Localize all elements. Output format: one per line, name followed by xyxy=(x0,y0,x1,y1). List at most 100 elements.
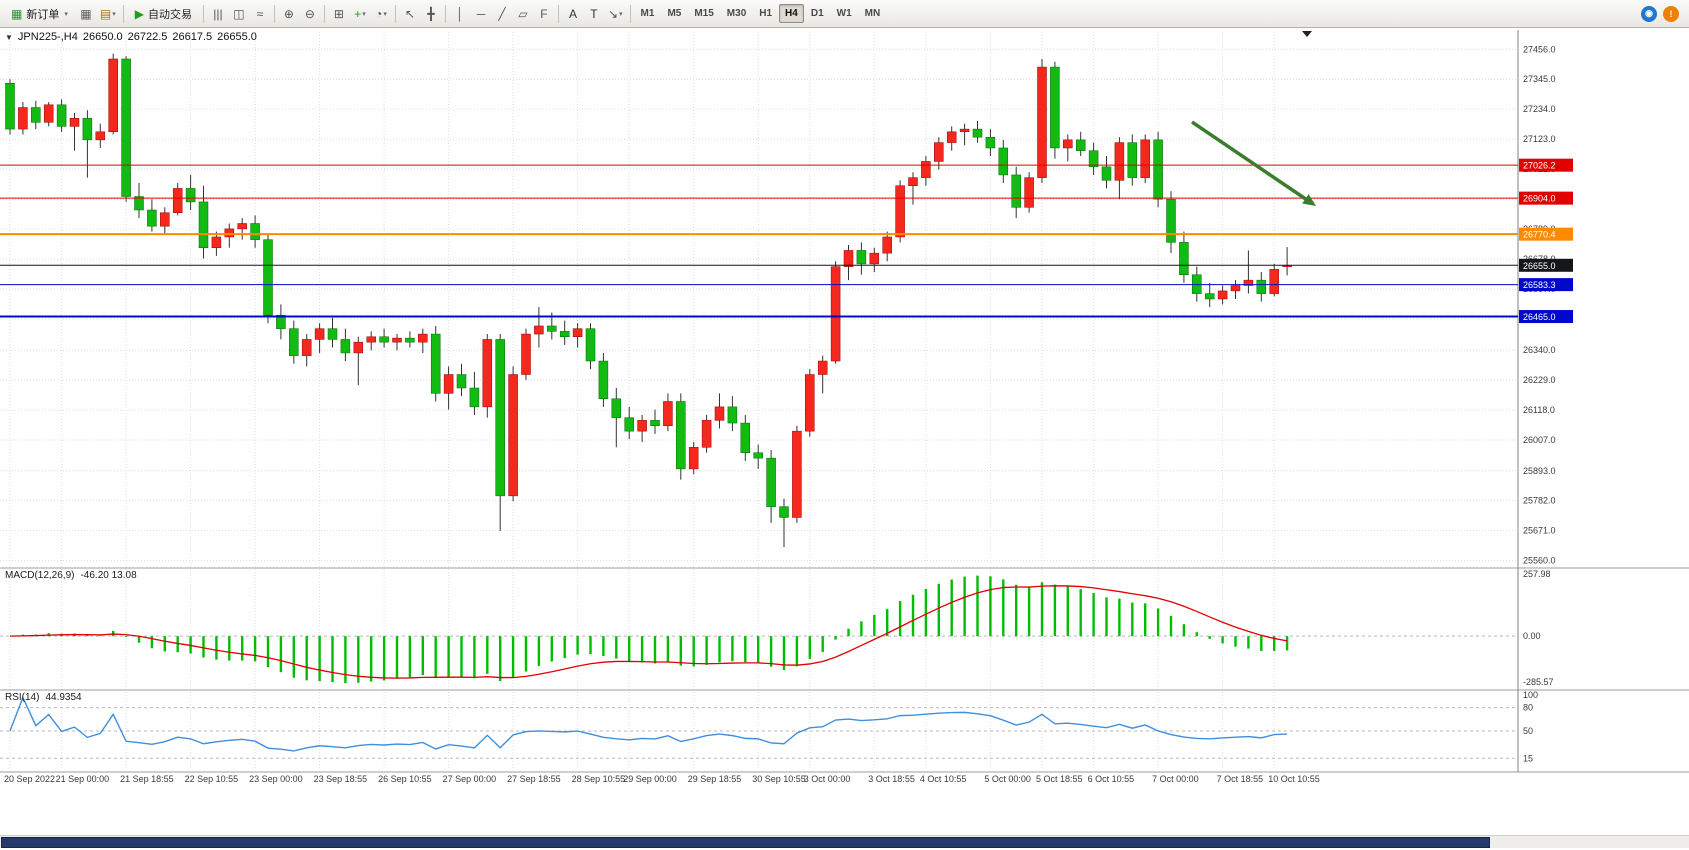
bear-candle xyxy=(1050,66,1060,149)
zoom-in-icon-glyph: ⊕ xyxy=(283,6,294,21)
auto-trading-icon: ▶ xyxy=(134,6,144,21)
profiles-icon[interactable]: ▤ ▾ xyxy=(97,4,119,24)
periods-icon[interactable]: ◔ ▾ xyxy=(371,4,391,24)
rsi-indicator-name: RSI(14) xyxy=(5,692,40,703)
bear-candle xyxy=(1179,242,1189,275)
bear-candle xyxy=(1256,279,1267,294)
bull-candle xyxy=(108,58,118,133)
bear-candle xyxy=(1166,198,1176,243)
macd-signal-line xyxy=(9,585,1288,679)
one-click-trading-toggle[interactable]: ▼ xyxy=(5,32,13,42)
bear-candle xyxy=(1204,293,1215,300)
bull-candle xyxy=(946,131,957,143)
bull-candle xyxy=(301,339,312,356)
time-axis-label: 23 Sep 00:00 xyxy=(249,774,303,784)
bar-chart-icon[interactable]: ||| xyxy=(208,4,228,24)
bull-candle xyxy=(443,374,454,394)
line-chart-icon[interactable]: ≈ xyxy=(250,4,270,24)
bull-candle xyxy=(224,228,235,238)
bear-candle xyxy=(753,452,763,459)
crosshair-icon[interactable]: ╋ xyxy=(421,4,441,24)
timeframe-M1[interactable]: M1 xyxy=(640,8,655,19)
horizontal-scrollbar[interactable] xyxy=(0,835,1689,848)
new-order-button[interactable]: ▦ 新订单 ▾ xyxy=(4,3,75,25)
timeframe-D1[interactable]: D1 xyxy=(810,8,824,19)
trendline-icon[interactable]: ╱ xyxy=(492,4,512,24)
time-axis-label: 4 Oct 10:55 xyxy=(920,774,967,784)
toolbar-separator xyxy=(202,4,204,23)
arrows-icon[interactable]: ↘ ▾ xyxy=(605,4,626,24)
bear-candle xyxy=(611,398,622,418)
cursor-icon[interactable]: ↖ xyxy=(400,4,420,24)
text-label-icon[interactable]: T xyxy=(584,4,604,24)
cursor-icon-glyph: ↖ xyxy=(404,6,415,21)
bull-candle xyxy=(1063,139,1073,149)
community-icon[interactable]: ◉ xyxy=(1641,5,1657,22)
bear-candle xyxy=(650,420,660,427)
rsi-line xyxy=(9,695,1288,752)
grid-layer: 27456.027345.027234.027123.027012.026900… xyxy=(0,32,1556,784)
horizontal-line-icon[interactable]: ─ xyxy=(471,4,491,24)
ohlc-close: 26655.0 xyxy=(217,31,257,43)
toolbar-separator xyxy=(323,4,325,23)
ohlc-high: 26722.5 xyxy=(127,31,168,43)
bull-candle xyxy=(830,266,841,362)
bear-candle xyxy=(147,209,157,227)
bear-candle xyxy=(469,387,480,408)
zoom-out-icon[interactable]: ⊖ xyxy=(300,4,320,24)
fibonacci-icon[interactable]: F xyxy=(534,4,554,24)
alerts-icon[interactable]: ! xyxy=(1663,5,1679,22)
candlestick-chart-icon[interactable]: ◫ xyxy=(229,4,249,24)
timeframe-H1[interactable]: H1 xyxy=(759,8,773,19)
new-order-button-label: 新订单 xyxy=(26,8,60,21)
charts-grid-icon[interactable]: ▦ xyxy=(76,4,96,24)
price-line-label-box xyxy=(1519,158,1573,172)
bull-candle xyxy=(843,250,854,267)
auto-trading-button[interactable]: ▶ 自动交易 xyxy=(128,3,199,25)
time-axis-label: 29 Sep 18:55 xyxy=(688,774,742,784)
arrows-icon-glyph: ↘ xyxy=(607,6,619,21)
trend-arrow-annotation[interactable] xyxy=(1191,120,1313,205)
macd-axis-label: 257.98 xyxy=(1523,569,1551,579)
price-line-label: 26770.4 xyxy=(1523,230,1556,240)
scrollbar-thumb[interactable] xyxy=(1,837,1490,848)
time-axis-label: 10 Oct 10:55 xyxy=(1268,774,1320,784)
macd-indicator-values: -46.20 13.08 xyxy=(80,570,137,581)
rsi-panel-label: RSI(14) 44.9354 xyxy=(5,692,82,703)
toolbar-separator xyxy=(629,4,631,23)
bear-candle xyxy=(31,107,41,123)
zoom-in-icon[interactable]: ⊕ xyxy=(279,4,299,24)
time-axis-label: 27 Sep 18:55 xyxy=(507,774,561,784)
bull-candle xyxy=(895,185,905,238)
price-axis-label: 27123.0 xyxy=(1523,134,1556,144)
price-axis-label: 27456.0 xyxy=(1523,44,1556,54)
fibonacci-icon-glyph: F xyxy=(540,6,548,21)
tile-windows-icon[interactable]: ⊞ xyxy=(329,4,349,24)
text-icon[interactable]: A xyxy=(563,4,583,24)
bear-candle xyxy=(779,506,789,518)
price-line-label: 27026.2 xyxy=(1523,161,1556,171)
bull-candle xyxy=(172,188,183,213)
toolbar-right-icons: ◉! xyxy=(1641,5,1685,22)
tile-windows-icon-glyph: ⊞ xyxy=(333,6,344,21)
indicators-icon[interactable]: + ▾ xyxy=(350,4,370,24)
chart-shift-marker[interactable] xyxy=(1302,31,1312,37)
price-axis-label: 25560.0 xyxy=(1523,556,1556,566)
price-line-label-box xyxy=(1519,278,1573,292)
timeframe-W1[interactable]: W1 xyxy=(836,8,852,19)
timeframe-MN[interactable]: MN xyxy=(864,8,881,19)
price-axis-label: 26118.0 xyxy=(1523,405,1555,415)
equidistant-channel-icon[interactable]: ▱ xyxy=(513,4,533,24)
timeframe-M5[interactable]: M5 xyxy=(667,8,682,19)
timeframe-M15[interactable]: M15 xyxy=(694,8,714,19)
price-line-label-box xyxy=(1519,258,1573,272)
bull-candle xyxy=(663,401,673,427)
bear-candle xyxy=(134,196,144,211)
timeframe-M30[interactable]: M30 xyxy=(726,8,747,19)
timeframe-H4[interactable]: H4 xyxy=(779,4,804,23)
vertical-line-icon[interactable]: │ xyxy=(450,4,470,24)
horizontal-line-icon-glyph: ─ xyxy=(476,6,486,21)
chart-area[interactable]: 27456.027345.027234.027123.027012.026900… xyxy=(0,28,1689,828)
profiles-icon-glyph: ▤ xyxy=(99,6,112,21)
bull-candle xyxy=(1230,285,1241,292)
